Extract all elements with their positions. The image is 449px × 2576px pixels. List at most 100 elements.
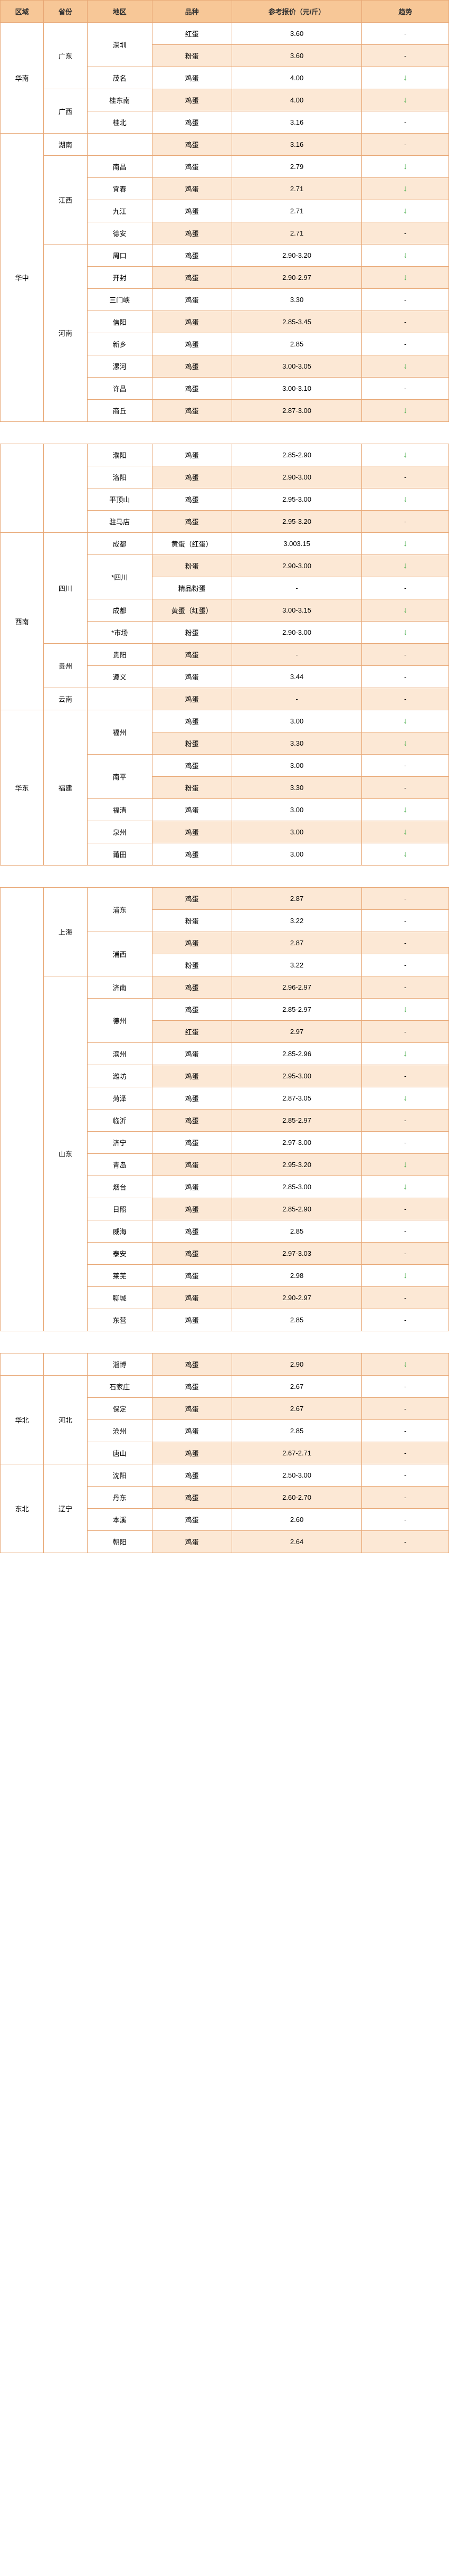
cell-trend: - bbox=[362, 45, 449, 67]
cell-trend: - bbox=[362, 1021, 449, 1043]
cell-city: 福清 bbox=[87, 799, 152, 821]
cell-price: 2.85-2.90 bbox=[232, 444, 362, 466]
cell-price: 3.00 bbox=[232, 799, 362, 821]
cell-price: 2.85-2.96 bbox=[232, 1043, 362, 1065]
table-row: 华东福建福州鸡蛋3.00↓ bbox=[1, 710, 449, 732]
cell-price: 2.90-3.00 bbox=[232, 466, 362, 488]
cell-city: 潍坊 bbox=[87, 1065, 152, 1087]
cell-price: 2.87-3.05 bbox=[232, 1087, 362, 1110]
cell-variety: 鸡蛋 bbox=[152, 799, 232, 821]
cell-price: 2.71 bbox=[232, 200, 362, 222]
cell-city: 烟台 bbox=[87, 1176, 152, 1198]
cell-city: 东营 bbox=[87, 1309, 152, 1331]
cell-city: 菏泽 bbox=[87, 1087, 152, 1110]
cell-city: 福州 bbox=[87, 710, 152, 755]
cell-variety: 鸡蛋 bbox=[152, 355, 232, 378]
cell-city: 威海 bbox=[87, 1220, 152, 1243]
table-row: 淄博鸡蛋2.90↓ bbox=[1, 1353, 449, 1376]
cell-variety: 鸡蛋 bbox=[152, 378, 232, 400]
table-row: 华北河北石家庄鸡蛋2.67- bbox=[1, 1376, 449, 1398]
cell-price: 2.71 bbox=[232, 178, 362, 200]
cell-variety: 鸡蛋 bbox=[152, 1110, 232, 1132]
header-city: 地区 bbox=[87, 1, 152, 23]
cell-trend: ↓ bbox=[362, 1353, 449, 1376]
cell-price: 3.003.15 bbox=[232, 533, 362, 555]
cell-trend: - bbox=[362, 954, 449, 976]
cell-city: 莆田 bbox=[87, 843, 152, 866]
cell-trend: - bbox=[362, 466, 449, 488]
cell-variety: 粉蛋 bbox=[152, 555, 232, 577]
cell-variety: 鸡蛋 bbox=[152, 1132, 232, 1154]
cell-trend: - bbox=[362, 289, 449, 311]
cell-variety: 红蛋 bbox=[152, 1021, 232, 1043]
cell-trend: - bbox=[362, 1464, 449, 1487]
cell-city: 石家庄 bbox=[87, 1376, 152, 1398]
cell-city: 朝阳 bbox=[87, 1531, 152, 1553]
cell-variety: 鸡蛋 bbox=[152, 245, 232, 267]
table-row: 东北辽宁沈阳鸡蛋2.50-3.00- bbox=[1, 1464, 449, 1487]
cell-price: 3.00 bbox=[232, 710, 362, 732]
cell-trend: ↓ bbox=[362, 89, 449, 111]
cell-price: 2.97-3.00 bbox=[232, 1132, 362, 1154]
cell-variety: 鸡蛋 bbox=[152, 999, 232, 1021]
cell-price: 2.98 bbox=[232, 1265, 362, 1287]
cell-price: 2.85-2.97 bbox=[232, 1110, 362, 1132]
cell-city: 滨州 bbox=[87, 1043, 152, 1065]
cell-price: 2.60-2.70 bbox=[232, 1487, 362, 1509]
cell-trend: - bbox=[362, 1065, 449, 1087]
cell-trend: - bbox=[362, 1287, 449, 1309]
cell-variety: 鸡蛋 bbox=[152, 1353, 232, 1376]
cell-price: - bbox=[232, 688, 362, 710]
cell-variety: 鸡蛋 bbox=[152, 1243, 232, 1265]
header-trend: 趋势 bbox=[362, 1, 449, 23]
cell-city: 遵义 bbox=[87, 666, 152, 688]
cell-province: 河南 bbox=[44, 245, 87, 422]
cell-trend: ↓ bbox=[362, 710, 449, 732]
cell-variety: 鸡蛋 bbox=[152, 1442, 232, 1464]
cell-trend: - bbox=[362, 1442, 449, 1464]
cell-trend: ↓ bbox=[362, 622, 449, 644]
cell-trend: ↓ bbox=[362, 799, 449, 821]
cell-city: 周口 bbox=[87, 245, 152, 267]
cell-price: 4.00 bbox=[232, 89, 362, 111]
cell-city: 济南 bbox=[87, 976, 152, 999]
cell-price: 2.60 bbox=[232, 1509, 362, 1531]
cell-variety: 鸡蛋 bbox=[152, 1043, 232, 1065]
cell-trend: - bbox=[362, 311, 449, 333]
cell-province: 贵州 bbox=[44, 644, 87, 688]
cell-price: 4.00 bbox=[232, 67, 362, 89]
cell-city: 开封 bbox=[87, 267, 152, 289]
cell-trend: - bbox=[362, 1531, 449, 1553]
cell-price: 3.22 bbox=[232, 954, 362, 976]
cell-city: 新乡 bbox=[87, 333, 152, 355]
cell-trend: ↓ bbox=[362, 400, 449, 422]
cell-variety: 鸡蛋 bbox=[152, 1398, 232, 1420]
cell-city: 德安 bbox=[87, 222, 152, 245]
cell-city: 保定 bbox=[87, 1398, 152, 1420]
cell-variety: 鸡蛋 bbox=[152, 89, 232, 111]
cell-city: 洛阳 bbox=[87, 466, 152, 488]
cell-variety: 鸡蛋 bbox=[152, 1220, 232, 1243]
table-row: 山东济南鸡蛋2.96-2.97- bbox=[1, 976, 449, 999]
cell-trend: - bbox=[362, 1198, 449, 1220]
cell-price: 2.90-3.00 bbox=[232, 622, 362, 644]
cell-price: 2.87-3.00 bbox=[232, 400, 362, 422]
cell-price: 2.97 bbox=[232, 1021, 362, 1043]
cell-variety: 鸡蛋 bbox=[152, 1487, 232, 1509]
cell-city: 漯河 bbox=[87, 355, 152, 378]
cell-price: 2.97-3.03 bbox=[232, 1243, 362, 1265]
price-table: 区域 省份 地区 品种 参考报价（元/斤） 趋势 华南广东深圳红蛋3.60-粉蛋… bbox=[0, 0, 449, 1553]
header-region: 区域 bbox=[1, 1, 44, 23]
table-row: 广西桂东南鸡蛋4.00↓ bbox=[1, 89, 449, 111]
cell-trend: ↓ bbox=[362, 999, 449, 1021]
cell-price: 3.44 bbox=[232, 666, 362, 688]
cell-variety: 鸡蛋 bbox=[152, 400, 232, 422]
cell-city: 贵阳 bbox=[87, 644, 152, 666]
cell-variety: 鸡蛋 bbox=[152, 755, 232, 777]
cell-price: - bbox=[232, 644, 362, 666]
cell-city: 淄博 bbox=[87, 1353, 152, 1376]
cell-trend: ↓ bbox=[362, 555, 449, 577]
cell-variety: 鸡蛋 bbox=[152, 156, 232, 178]
cell-city: 泉州 bbox=[87, 821, 152, 843]
cell-price: 2.85 bbox=[232, 333, 362, 355]
